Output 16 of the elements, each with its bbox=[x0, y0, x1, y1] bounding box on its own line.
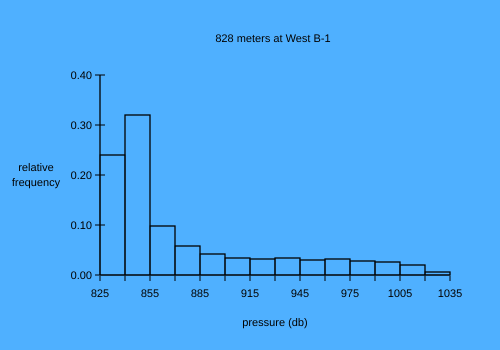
y-tick-label: 0.30 bbox=[70, 120, 92, 132]
y-axis-title: relative frequency bbox=[12, 162, 61, 189]
x-tick-label: 885 bbox=[190, 288, 210, 300]
y-tick-label: 0.40 bbox=[70, 70, 92, 82]
x-tick-label: 945 bbox=[290, 288, 310, 300]
x-tick-label: 825 bbox=[90, 288, 110, 300]
x-tick-label: 1035 bbox=[438, 288, 462, 300]
y-tick-label: 0.00 bbox=[70, 270, 92, 282]
y-tick-label: 0.10 bbox=[70, 220, 92, 232]
y-tick-label: 0.20 bbox=[70, 170, 92, 182]
x-tick-label: 1005 bbox=[388, 288, 412, 300]
x-tick-label: 915 bbox=[240, 288, 260, 300]
x-tick-label: 975 bbox=[340, 288, 360, 300]
chart-title: 828 meters at West B-1 bbox=[215, 33, 331, 45]
x-tick-label: 855 bbox=[140, 288, 160, 300]
x-axis-title: pressure (db) bbox=[242, 317, 308, 329]
